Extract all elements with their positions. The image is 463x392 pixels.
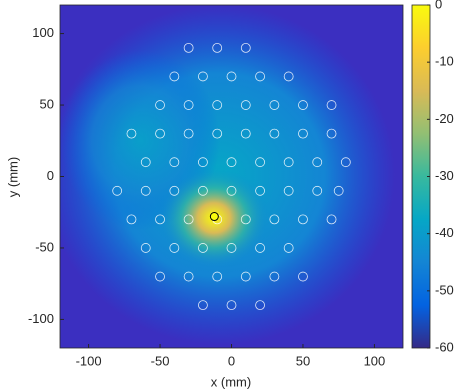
element-marker [269,100,280,110]
element-marker [283,185,294,196]
element-marker [240,128,251,139]
element-marker [198,243,208,253]
element-marker [326,128,337,139]
colorbar-tick-label: -30 [435,168,454,183]
element-marker [169,243,180,253]
element-marker [283,157,294,168]
colorbar-tick-label: -20 [435,111,454,126]
element-marker [312,157,323,168]
element-marker [298,128,308,139]
element-marker [183,214,194,225]
element-marker [140,243,151,253]
element-marker [240,214,251,225]
element-marker [212,100,223,110]
element-marker [183,42,194,53]
y-tick-label: 0 [47,168,54,183]
colorbar-tick-label: -60 [435,339,454,354]
element-marker [226,157,237,168]
x-tick-label: -50 [151,353,170,368]
element-marker [140,157,151,168]
element-marker [298,214,308,225]
element-marker [155,214,165,225]
element-marker [212,42,223,53]
element-marker [126,128,137,139]
colorbar-tick-label: -40 [435,225,454,240]
element-marker [169,157,180,168]
element-marker [240,100,251,110]
element-marker [283,71,294,82]
element-marker [269,271,280,282]
element-marker [212,271,223,282]
element-marker [155,271,165,282]
element-marker [326,100,337,110]
element-marker [255,185,265,196]
element-marker [269,214,280,225]
element-marker [198,300,208,311]
element-marker [198,157,208,168]
x-tick-label: 100 [364,353,386,368]
element-marker [326,214,337,225]
element-marker [255,71,265,82]
element-marker [298,271,308,282]
focus-point [209,212,219,222]
element-marker [183,128,194,139]
colorbar-tick-label: 0 [435,0,442,11]
heatmap [60,5,403,348]
x-tick-label: -100 [76,353,102,368]
element-marker [312,185,323,196]
y-tick-label: -50 [35,239,54,254]
element-marker [169,71,180,82]
element-marker [269,128,280,139]
element-marker [255,243,265,253]
element-marker [155,128,165,139]
y-tick-label: 100 [32,25,54,40]
element-marker [112,185,123,196]
element-marker [140,185,151,196]
element-marker [298,100,308,110]
element-marker [240,271,251,282]
element-marker [333,185,344,196]
x-tick-label: 50 [296,353,310,368]
x-tick-label: 0 [228,353,235,368]
element-marker [169,185,180,196]
element-marker [183,271,194,282]
element-marker [255,300,265,311]
element-marker [283,243,294,253]
element-marker [198,71,208,82]
colorbar-tick-label: -50 [435,282,454,297]
element-marker [198,185,208,196]
element-marker [240,42,251,53]
element-marker [126,214,137,225]
element-marker [226,243,237,253]
element-marker [155,100,165,110]
element-marker [255,157,265,168]
element-marker [340,157,351,168]
element-marker [226,71,237,82]
element-marker [226,185,237,196]
x-axis-label: x (mm) [211,374,251,389]
y-tick-label: 50 [40,96,54,111]
y-axis-label: y (mm) [5,157,20,197]
element-marker [212,128,223,139]
element-marker [226,300,237,311]
colorbar-tick-label: -10 [435,54,454,69]
y-tick-label: -100 [28,311,54,326]
element-marker [183,100,194,110]
